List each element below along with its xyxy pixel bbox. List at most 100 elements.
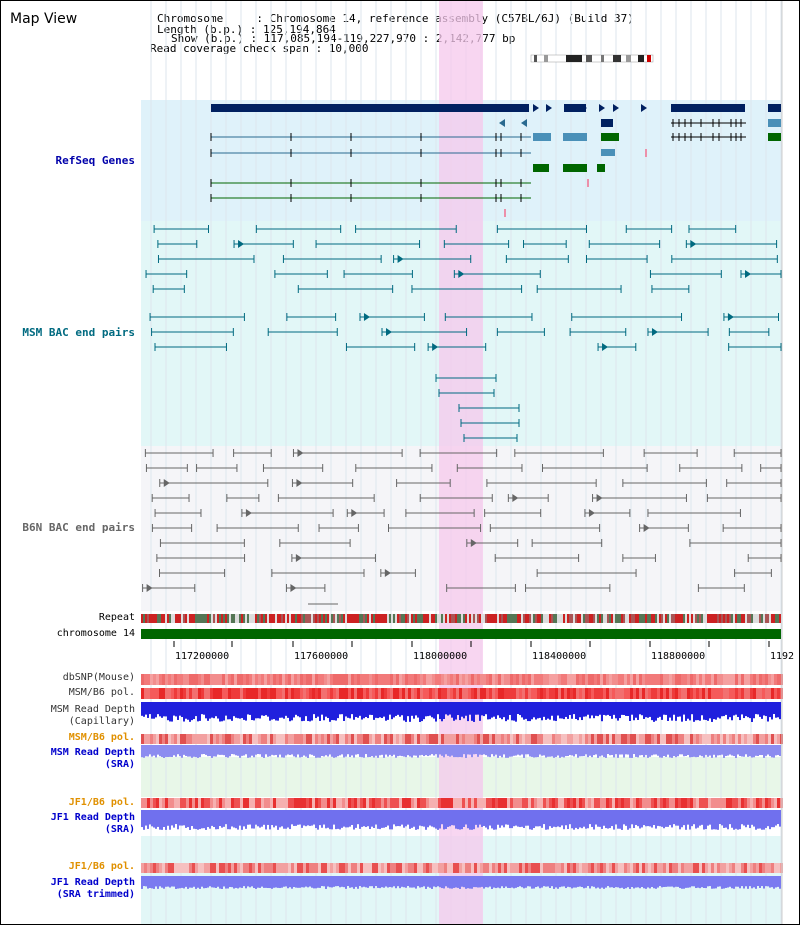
read-depth-bar [759,810,761,829]
read-depth-bar [535,876,537,888]
track-label-b6n-bac[interactable]: B6N BAC end pairs [22,521,135,534]
read-depth-bar [689,876,691,888]
read-depth-bar [453,702,455,721]
read-depth-bar [777,745,779,755]
read-depth-bar [215,810,217,830]
heat-cell [621,798,624,808]
heat-cell [762,863,765,873]
read-depth-bar [317,810,319,830]
read-depth-bar [667,702,669,721]
track-label-msm-bac[interactable]: MSM BAC end pairs [22,326,135,339]
heat-cell [729,734,732,744]
heat-cell [510,688,513,699]
heat-cell [408,734,411,744]
heat-cell [465,674,468,685]
heat-cell [381,798,384,808]
read-depth-bar [249,876,251,888]
heat-cell [414,798,417,808]
read-depth-bar [569,876,571,888]
repeat-segment [773,614,775,623]
heat-cell [177,688,180,699]
heat-cell [390,863,393,873]
read-depth-bar [721,810,723,826]
heat-cell [282,863,285,873]
read-depth-bar [579,810,581,828]
repeat-segment [377,614,379,623]
read-depth-bar [367,810,369,827]
heat-cell [366,798,369,808]
read-depth-bar [437,876,439,887]
read-depth-bar [471,702,473,721]
read-depth-bar [363,876,365,887]
read-depth-bar [547,810,549,830]
heat-cell [396,674,399,685]
repeat-segment [489,614,491,623]
heat-cell [288,863,291,873]
read-depth-bar [369,810,371,830]
read-depth-bar [179,702,181,716]
heat-cell [543,734,546,744]
read-depth-bar [585,702,587,717]
heat-cell [168,674,171,685]
gene-block [211,104,529,112]
read-depth-bar [305,810,307,827]
read-depth-bar [391,876,393,888]
heat-cell [726,734,729,744]
read-depth-bar [661,810,663,827]
heat-cell [420,674,423,685]
heat-cell [333,798,336,808]
heat-cell [654,674,657,685]
heat-cell [495,863,498,873]
read-depth-bar [677,810,679,826]
heat-cell [303,688,306,699]
read-depth-bar [577,810,579,830]
repeat-segment [511,614,513,623]
read-depth-bar [257,745,259,755]
read-depth-bar [273,702,275,720]
heat-cell [537,734,540,744]
read-depth-bar [399,876,401,889]
read-depth-bar [233,702,235,717]
read-depth-bar [779,876,781,889]
heat-cell [303,863,306,873]
read-depth-bar [359,745,361,757]
track-label-refseq[interactable]: RefSeq Genes [55,154,135,167]
read-depth-bar [449,810,451,827]
read-depth-bar [673,745,675,757]
read-depth-bar [609,745,611,756]
read-depth-bar [353,745,355,758]
heat-cell [378,674,381,685]
heat-cell [714,798,717,808]
read-depth-bar [497,876,499,888]
read-depth-bar [487,876,489,888]
repeat-segment [337,614,339,623]
read-depth-bar [659,702,661,717]
bac-arrow [512,494,519,502]
read-depth-bar [637,810,639,827]
heat-cell [252,798,255,808]
heat-cell [762,734,765,744]
repeat-segment [295,614,297,623]
repeat-segment [151,614,153,623]
heat-cell [747,734,750,744]
read-depth-bar [367,876,369,888]
read-depth-bar [353,810,355,830]
heat-cell [753,688,756,699]
read-depth-bar [411,810,413,828]
heat-cell [642,798,645,808]
read-depth-bar [695,702,697,721]
read-depth-bar [333,876,335,887]
read-depth-bar [577,876,579,887]
repeat-segment [617,614,619,623]
read-depth-bar [407,876,409,887]
read-depth-bar [511,745,513,757]
heat-cell [180,688,183,699]
repeat-segment [535,614,537,623]
read-depth-bar [279,810,281,828]
read-depth-bar [207,810,209,828]
read-depth-bar [457,876,459,888]
repeat-segment [367,614,369,623]
read-depth-bar [219,702,221,722]
heat-cell [225,688,228,699]
